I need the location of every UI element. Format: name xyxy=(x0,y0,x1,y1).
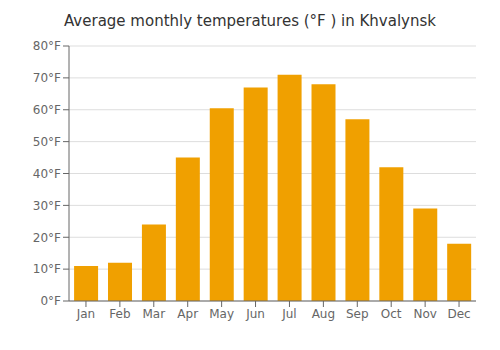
svg-text:10°F: 10°F xyxy=(33,262,61,276)
svg-text:Apr: Apr xyxy=(177,307,198,321)
svg-text:Aug: Aug xyxy=(312,307,335,321)
svg-text:May: May xyxy=(209,307,234,321)
svg-text:70°F: 70°F xyxy=(33,71,61,85)
svg-text:20°F: 20°F xyxy=(33,231,61,245)
svg-text:Jul: Jul xyxy=(281,307,296,321)
svg-text:60°F: 60°F xyxy=(33,103,61,117)
svg-text:40°F: 40°F xyxy=(33,167,61,181)
svg-text:0°F: 0°F xyxy=(40,294,61,308)
svg-text:Feb: Feb xyxy=(109,307,130,321)
svg-text:30°F: 30°F xyxy=(33,199,61,213)
svg-text:Sep: Sep xyxy=(346,307,369,321)
html-text:Average monthly temperatures (: Average monthly temperatures (°F ) in Kh… xyxy=(64,12,436,30)
svg-text:Oct: Oct xyxy=(381,307,402,321)
svg-text:Dec: Dec xyxy=(447,307,470,321)
svg-text:Jun: Jun xyxy=(245,307,265,321)
svg-text:Nov: Nov xyxy=(413,307,436,321)
svg-text:80°F: 80°F xyxy=(33,39,61,53)
svg-text:Mar: Mar xyxy=(142,307,165,321)
svg-text:50°F: 50°F xyxy=(33,135,61,149)
svg-text:Jan: Jan xyxy=(76,307,96,321)
